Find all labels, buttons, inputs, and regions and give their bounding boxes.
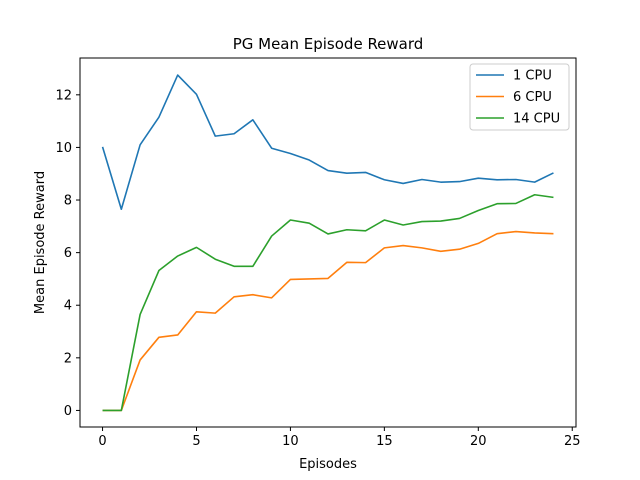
- x-axis-title: Episodes: [299, 457, 357, 472]
- legend-label: 1 CPU: [513, 69, 552, 84]
- y-tick-label: 2: [64, 351, 72, 366]
- y-tick-label: 10: [55, 141, 72, 156]
- x-tick-label: 10: [282, 434, 299, 449]
- x-tick-label: 5: [192, 434, 200, 449]
- x-tick-label: 15: [376, 434, 393, 449]
- y-tick-label: 8: [64, 194, 72, 209]
- legend-label: 6 CPU: [513, 90, 552, 105]
- y-tick-label: 4: [64, 299, 72, 314]
- y-tick-label: 6: [64, 246, 72, 261]
- legend-label: 14 CPU: [513, 112, 560, 127]
- legend: 1 CPU 6 CPU 14 CPU: [470, 64, 569, 130]
- y-tick-label: 12: [55, 88, 72, 103]
- x-tick-label: 25: [564, 434, 581, 449]
- x-tick-label: 0: [98, 434, 106, 449]
- x-tick-label: 20: [470, 434, 487, 449]
- chart-title: PG Mean Episode Reward: [233, 35, 424, 53]
- y-axis-title: Mean Episode Reward: [33, 171, 48, 314]
- y-tick-label: 0: [64, 404, 72, 419]
